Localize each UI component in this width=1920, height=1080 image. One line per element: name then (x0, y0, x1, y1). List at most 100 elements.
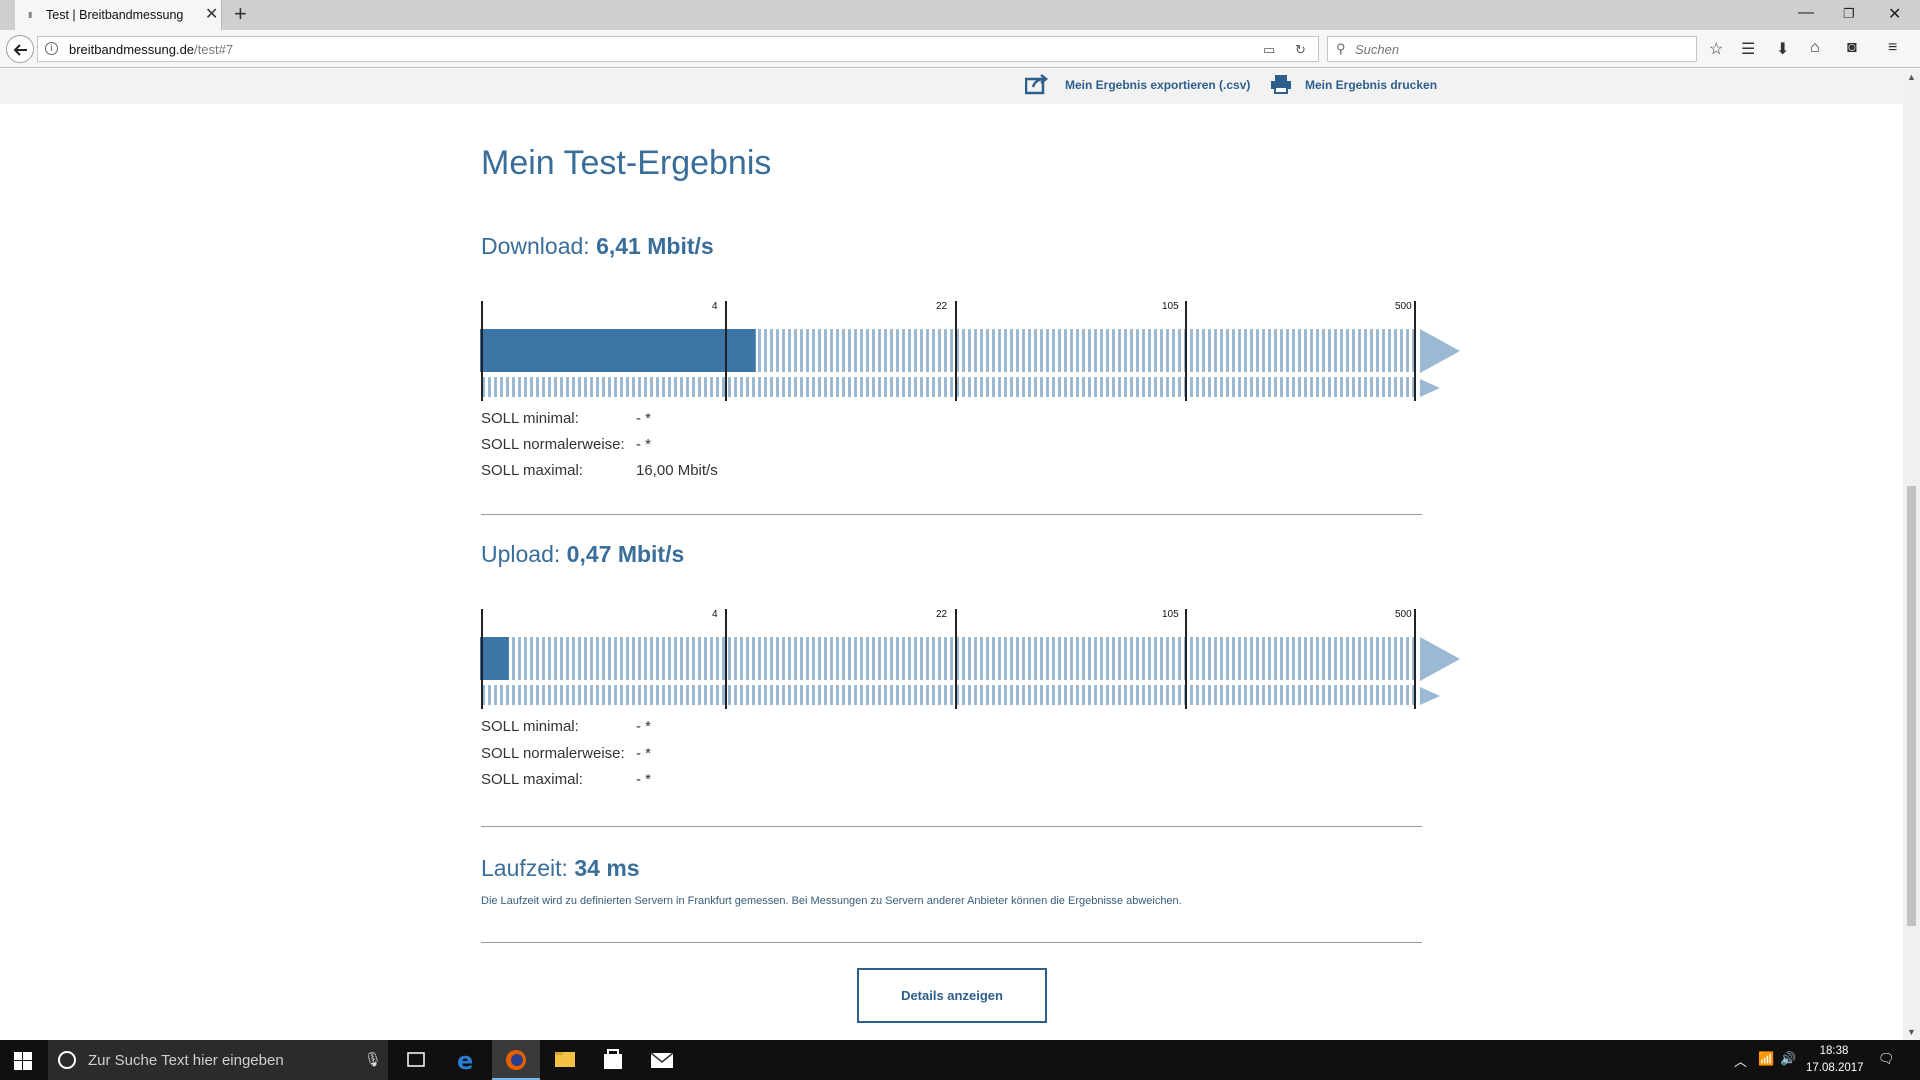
gauge-stripe (914, 329, 917, 372)
gauge-stripe (1256, 637, 1259, 680)
gauge-stripe (1070, 637, 1073, 680)
firefox-icon[interactable] (492, 1040, 540, 1080)
gauge-stripe (698, 637, 701, 680)
gauge-stripe-lower (698, 685, 701, 705)
url-text: breitbandmessung.de/test#7 (69, 42, 234, 57)
gauge-stripe (902, 329, 905, 372)
search-bar[interactable]: ⚲ Suchen (1327, 36, 1697, 62)
page-scrollbar[interactable]: ▲ ▼ (1903, 69, 1920, 1040)
details-button[interactable]: Details anzeigen (857, 968, 1047, 1023)
gauge-stripe-lower (1172, 377, 1175, 397)
gauge-divider (1185, 301, 1187, 401)
gauge-stripe-lower (824, 685, 827, 705)
gauge-stripe-lower (1304, 685, 1307, 705)
browser-tab[interactable]: ▮ Test | Breitbandmessung ✕ (15, 0, 222, 30)
download-icon[interactable]: ⬇ (1776, 41, 1790, 58)
mail-icon[interactable] (638, 1040, 686, 1080)
reader-view-icon[interactable]: ▭ (1263, 42, 1276, 57)
gauge-stripe-lower (1010, 685, 1013, 705)
task-view-icon[interactable] (392, 1040, 440, 1080)
windows-start-icon[interactable] (14, 1052, 32, 1070)
gauge-stripe-lower (1082, 377, 1085, 397)
gauge-stripe (1082, 329, 1085, 372)
gauge-stripe-lower (1334, 685, 1337, 705)
gauge-stripe-lower (1292, 377, 1295, 397)
gauge-stripe-lower (944, 685, 947, 705)
gauge-stripe (578, 637, 581, 680)
gauge-fill-bar (480, 637, 509, 680)
gauge-stripe (1172, 329, 1175, 372)
bookmarks-list-icon[interactable]: ☰ (1741, 41, 1756, 58)
back-button[interactable] (6, 35, 34, 63)
menu-icon[interactable]: ≡ (1888, 39, 1898, 56)
network-icon[interactable]: 📶 (1758, 1051, 1775, 1066)
gauge-stripe-lower (1322, 377, 1325, 397)
soll-label: SOLL maximal: (481, 462, 583, 479)
soll-value: - * (636, 410, 651, 427)
soll-value: 16,00 Mbit/s (636, 462, 718, 479)
export-csv-link[interactable]: Mein Ergebnis exportieren (.csv) (1025, 74, 1250, 95)
new-tab-icon[interactable]: + (234, 1, 247, 26)
print-result-link[interactable]: Mein Ergebnis drucken (1271, 75, 1437, 94)
gauge-stripe (1190, 637, 1193, 680)
gauge-stripe (740, 637, 743, 680)
close-tab-icon[interactable]: ✕ (205, 6, 219, 23)
gauge-stripe (1220, 637, 1223, 680)
gauge-stripe-lower (674, 377, 677, 397)
gauge-stripe (1286, 637, 1289, 680)
gauge-stripe-lower (1208, 377, 1211, 397)
url-bar[interactable]: i breitbandmessung.de/test#7 ▭ ↻ (37, 36, 1319, 62)
pocket-icon[interactable]: ◙ (1847, 39, 1857, 56)
scrollbar-thumb[interactable] (1907, 486, 1916, 926)
gauge-stripe (620, 637, 623, 680)
restore-icon[interactable]: ❐ (1843, 6, 1855, 21)
gauge-divider (725, 301, 727, 401)
gauge-stripe (758, 329, 761, 372)
gauge-stripe (1376, 329, 1379, 372)
gauge-stripe-lower (1202, 377, 1205, 397)
site-info-icon[interactable]: i (45, 42, 58, 55)
gauge-stripe (1250, 637, 1253, 680)
gauge-stripe (1034, 329, 1037, 372)
taskbar-clock[interactable]: 18:38 17.08.2017 (1806, 1043, 1864, 1077)
gauge-stripe-lower (1076, 377, 1079, 397)
scroll-down-icon[interactable]: ▼ (1907, 1027, 1916, 1037)
gauge-stripe-lower (524, 377, 527, 397)
gauge-stripe-lower (704, 377, 707, 397)
taskbar-search[interactable]: Zur Suche Text hier eingeben 🎙 (48, 1040, 388, 1080)
gauge-stripe (1196, 329, 1199, 372)
soll-label: SOLL maximal: (481, 771, 583, 788)
gauge-stripe-lower (620, 377, 623, 397)
gauge-stripe-lower (1316, 377, 1319, 397)
gauge-stripe-lower (782, 685, 785, 705)
latency-result: Laufzeit: 34 ms (481, 855, 640, 882)
volume-icon[interactable]: 🔊 (1780, 1051, 1797, 1066)
gauge-stripe-lower (1268, 377, 1271, 397)
reload-icon[interactable]: ↻ (1295, 42, 1306, 57)
gauge-stripe (1238, 329, 1241, 372)
upload-gauge-svg (480, 609, 1460, 709)
store-icon[interactable] (589, 1040, 637, 1080)
gauge-stripe (842, 329, 845, 372)
gauge-stripe-lower (1214, 685, 1217, 705)
gauge-stripe-lower (656, 377, 659, 397)
gauge-stripe-lower (1328, 685, 1331, 705)
bookmark-star-icon[interactable]: ☆ (1709, 41, 1724, 58)
scroll-up-icon[interactable]: ▲ (1907, 72, 1916, 82)
file-explorer-icon[interactable] (541, 1040, 589, 1080)
action-center-icon[interactable]: 🗨 (1878, 1051, 1895, 1066)
gauge-stripe-lower (962, 685, 965, 705)
upload-soll-normal: SOLL normalerweise: - * (481, 745, 651, 762)
window-close-icon[interactable]: ✕ (1888, 6, 1902, 23)
microphone-icon[interactable]: 🎙 (364, 1051, 382, 1067)
gauge-stripe (1238, 637, 1241, 680)
gauge-stripe-lower (566, 685, 569, 705)
gauge-stripe (1364, 329, 1367, 372)
gauge-stripe (1178, 329, 1181, 372)
gauge-stripe-lower (620, 685, 623, 705)
minimize-icon[interactable]: — (1798, 4, 1814, 21)
home-icon[interactable]: ⌂ (1810, 39, 1820, 56)
tray-chevron-icon[interactable]: ︿ (1734, 1054, 1748, 1069)
gauge-stripe (836, 329, 839, 372)
edge-browser-icon[interactable]: e (443, 1040, 491, 1080)
